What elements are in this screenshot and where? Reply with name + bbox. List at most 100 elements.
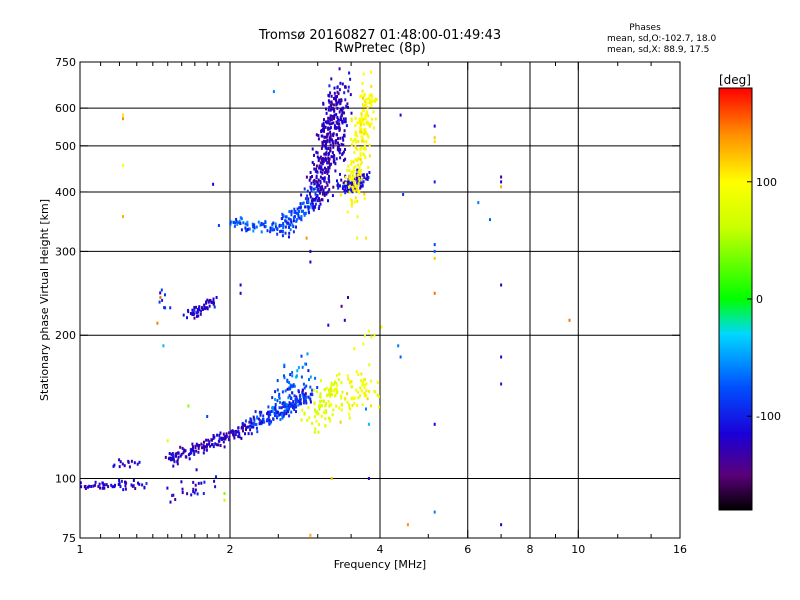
data-point <box>279 230 281 234</box>
data-point <box>180 480 183 484</box>
data-point <box>321 124 324 128</box>
data-point <box>355 176 358 180</box>
data-point <box>192 311 195 315</box>
data-point <box>344 175 347 179</box>
phases-legend-title: Phases <box>629 23 661 33</box>
data-point <box>336 391 339 394</box>
data-point <box>365 394 368 397</box>
data-point <box>280 411 283 415</box>
data-point <box>197 314 200 318</box>
data-point <box>341 121 344 125</box>
data-point <box>362 180 365 184</box>
data-point <box>335 157 338 161</box>
data-point <box>361 383 364 387</box>
data-point <box>338 184 341 188</box>
data-point <box>327 177 330 181</box>
data-point <box>322 188 325 192</box>
data-point <box>328 164 331 168</box>
data-point <box>323 388 326 392</box>
data-point <box>308 396 311 400</box>
data-point <box>311 388 314 392</box>
data-point <box>241 421 244 425</box>
data-point <box>353 187 356 191</box>
data-point <box>288 231 291 235</box>
data-point <box>335 374 338 377</box>
data-point <box>356 181 359 185</box>
data-point <box>346 210 349 214</box>
phases-legend-x-mode: mean, sd,X: 88.9, 17.5 <box>607 45 709 55</box>
data-point <box>355 146 357 150</box>
data-point <box>345 124 348 128</box>
data-point <box>192 449 195 452</box>
data-point <box>366 120 369 124</box>
data-point <box>361 173 364 177</box>
data-point <box>330 403 333 407</box>
data-point <box>286 387 289 391</box>
data-point <box>297 366 300 370</box>
data-point <box>295 225 297 229</box>
data-point <box>122 163 124 167</box>
data-point <box>103 483 106 487</box>
data-point <box>332 121 335 125</box>
data-point <box>305 384 308 388</box>
data-point <box>356 199 359 203</box>
data-point <box>360 94 363 98</box>
data-point <box>334 162 337 166</box>
data-point <box>325 192 328 196</box>
data-point <box>233 224 236 228</box>
data-point <box>101 481 104 485</box>
data-point <box>243 423 246 427</box>
data-point <box>370 122 373 126</box>
data-point <box>500 185 503 189</box>
data-point <box>279 412 282 416</box>
data-point <box>332 157 335 161</box>
data-point <box>245 229 248 233</box>
data-point <box>304 211 307 215</box>
data-point <box>316 194 319 197</box>
data-point <box>433 510 436 514</box>
data-point <box>323 176 326 180</box>
data-point <box>331 413 334 417</box>
data-point <box>332 107 335 111</box>
data-point <box>295 219 298 223</box>
data-point <box>353 200 356 204</box>
data-point <box>361 109 364 113</box>
data-point <box>269 226 272 230</box>
data-point <box>406 523 409 527</box>
data-point <box>196 308 199 311</box>
data-point <box>260 223 263 227</box>
data-point <box>168 452 171 455</box>
data-point <box>287 410 290 414</box>
data-point <box>121 462 124 466</box>
data-point <box>262 414 265 418</box>
data-point <box>433 140 436 144</box>
data-point <box>326 172 329 175</box>
data-point <box>190 449 192 453</box>
data-point <box>344 187 347 191</box>
data-point <box>342 138 345 142</box>
data-point <box>362 173 365 177</box>
data-point <box>328 161 330 165</box>
data-point <box>168 456 171 460</box>
data-point <box>223 492 226 495</box>
data-point <box>329 146 332 150</box>
data-point <box>94 480 97 484</box>
data-point <box>351 404 354 407</box>
data-point <box>399 113 402 117</box>
data-point <box>246 228 249 231</box>
data-point <box>320 165 323 169</box>
colorbar-tick-label: 100 <box>756 176 777 189</box>
data-point <box>212 297 215 301</box>
data-point <box>212 182 215 186</box>
data-point <box>357 170 360 174</box>
data-point <box>289 373 292 377</box>
data-point <box>332 142 335 146</box>
data-point <box>328 84 331 88</box>
data-point <box>320 158 323 162</box>
data-point <box>283 376 286 380</box>
data-point <box>319 186 322 189</box>
data-point <box>301 388 304 392</box>
data-point <box>320 198 323 201</box>
data-point <box>239 291 242 295</box>
data-point <box>206 306 208 310</box>
